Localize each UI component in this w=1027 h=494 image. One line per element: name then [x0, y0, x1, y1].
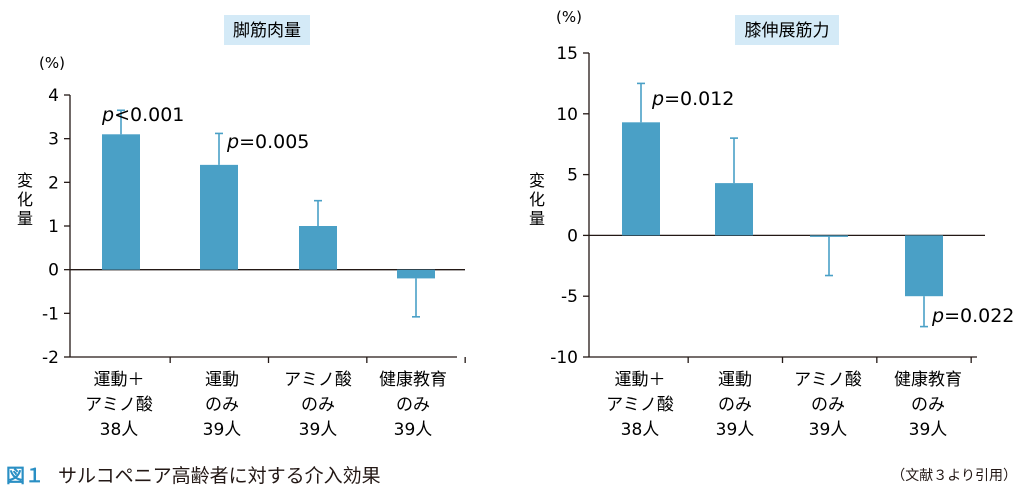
p-value: =0.022: [944, 305, 1014, 327]
chart-title: 脚筋肉量: [233, 21, 301, 41]
category-label: 運動＋ アミノ酸 38人: [85, 370, 153, 440]
category-label-line: のみ: [301, 395, 335, 415]
p-symbol: p: [651, 88, 664, 110]
y-tick-label: 2: [48, 173, 59, 193]
category-label-line: 38人: [100, 420, 139, 440]
p-symbol: p: [226, 131, 239, 153]
y-axis-label-char: 量: [17, 209, 33, 228]
p-value: <0.001: [114, 104, 184, 126]
y-tick-label: -2: [42, 348, 59, 368]
category-label-line: 38人: [621, 420, 660, 440]
category-label: 運動のみ 39人: [716, 370, 755, 440]
bar: [397, 269, 435, 279]
y-axis-label-char: 変: [17, 171, 33, 190]
figure-caption: 図１ サルコペニア高齢者に対する介入効果: [6, 461, 381, 488]
category-label-line: のみ: [718, 395, 752, 415]
category-label-line: 39人: [203, 420, 242, 440]
chart-2: 膝伸展筋力(%)変化量151050-5-10p=0.012p=0.022運動＋ア…: [529, 8, 1014, 440]
category-label: 健康教育のみ 39人: [379, 370, 447, 440]
figure-source: （文献３より引用）: [891, 468, 1017, 484]
category-label-line: 39人: [809, 420, 848, 440]
bar: [102, 134, 140, 270]
category-label-line: 運動: [205, 370, 239, 390]
y-tick-label: 10: [556, 105, 578, 125]
chart-1: 脚筋肉量(%)変化量43210-1-2p<0.001p=0.005運動＋アミノ酸…: [17, 15, 466, 440]
category-label-line: アミノ酸: [284, 370, 352, 390]
y-axis-unit: (%): [39, 54, 65, 72]
bar: [715, 183, 753, 236]
y-tick-label: 3: [48, 130, 59, 150]
chart-title-box: [224, 15, 310, 45]
p-value-annotation: p=0.012: [651, 88, 734, 110]
category-label: 健康教育のみ 39人: [894, 370, 962, 440]
category-label-line: 健康教育: [379, 370, 447, 390]
p-value: =0.005: [239, 131, 309, 153]
p-value: =0.012: [664, 88, 734, 110]
category-label-line: のみ: [811, 395, 845, 415]
p-value-annotation: p<0.001: [101, 104, 184, 126]
category-label: 運動のみ 39人: [203, 370, 242, 440]
category-label-line: 39人: [716, 420, 755, 440]
category-label-line: 運動＋: [615, 370, 666, 390]
bar: [622, 122, 660, 236]
category-label: アミノ酸のみ 39人: [794, 370, 862, 440]
category-label-line: のみ: [396, 395, 430, 415]
category-label-line: のみ: [205, 395, 239, 415]
chart-title-box: [735, 15, 839, 45]
y-axis-label: 変化量: [529, 171, 545, 228]
y-tick-label: 4: [48, 86, 59, 106]
p-value-annotation: p=0.022: [931, 305, 1014, 327]
category-label-line: 39人: [394, 420, 433, 440]
figure-caption-text: サルコペニア高齢者に対する介入効果: [58, 465, 381, 487]
y-tick-label: 0: [567, 226, 578, 246]
bar: [299, 226, 337, 270]
y-tick-label: 15: [556, 44, 578, 64]
y-axis-label-char: 化: [529, 190, 545, 209]
p-value-annotation: p=0.005: [226, 131, 309, 153]
y-tick-label: -5: [561, 287, 578, 307]
category-label-line: 健康教育: [894, 370, 962, 390]
category-label-line: アミノ酸: [85, 395, 153, 415]
bar: [810, 235, 848, 237]
bar: [905, 235, 943, 297]
category-label-line: アミノ酸: [606, 395, 674, 415]
p-symbol: p: [931, 305, 944, 327]
category-label: アミノ酸のみ 39人: [284, 370, 352, 440]
y-tick-label: -10: [550, 348, 578, 368]
figure-number: 図１: [6, 465, 45, 487]
y-axis-label-char: 量: [529, 209, 545, 228]
bar: [200, 164, 238, 270]
y-tick-label: -1: [42, 304, 59, 324]
category-label-line: 39人: [909, 420, 948, 440]
p-symbol: p: [101, 104, 114, 126]
y-tick-label: 1: [48, 217, 59, 237]
y-tick-label: 5: [567, 166, 578, 186]
category-label-line: 39人: [299, 420, 338, 440]
y-axis-label: 変化量: [17, 171, 33, 228]
category-label-line: のみ: [911, 395, 945, 415]
y-axis-label-char: 変: [529, 171, 545, 190]
category-label-line: アミノ酸: [794, 370, 862, 390]
y-tick-label: 0: [48, 261, 59, 281]
category-label-line: 運動: [718, 370, 752, 390]
category-label-line: 運動＋: [94, 370, 145, 390]
chart-title: 膝伸展筋力: [745, 21, 830, 41]
y-axis-label-char: 化: [17, 190, 33, 209]
category-label: 運動＋ アミノ酸 38人: [606, 370, 674, 440]
y-axis-unit: (%): [556, 8, 582, 26]
